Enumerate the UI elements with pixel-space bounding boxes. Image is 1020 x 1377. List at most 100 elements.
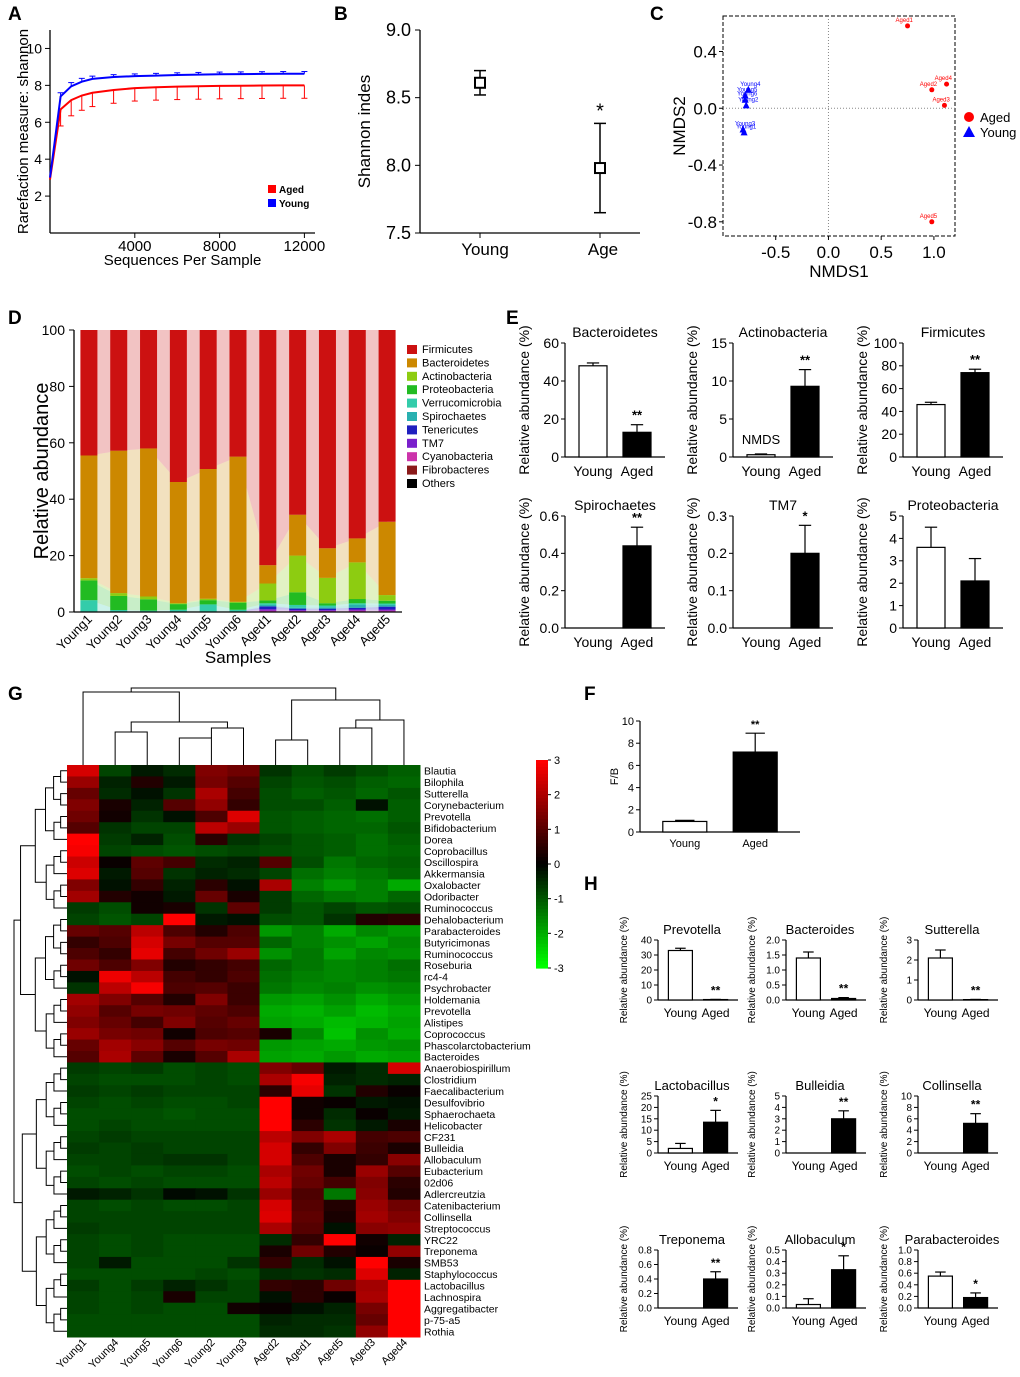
dendrogram-branch <box>20 845 36 996</box>
heatmap-cell <box>387 1108 421 1121</box>
row-label: Bifidobacterium <box>424 823 497 835</box>
subplot-title: Spirochaetes <box>574 497 656 513</box>
heatmap-cell <box>291 936 325 949</box>
bar-aged <box>622 545 652 629</box>
x-tick-label: Young <box>924 1314 958 1328</box>
y-tick-label: 0 <box>628 827 634 839</box>
heatmap-cell <box>323 867 357 880</box>
stack-segment-bacteroidetes <box>378 521 396 596</box>
heatmap-cell <box>99 1073 132 1086</box>
point-aged <box>941 102 947 108</box>
heatmap-cell <box>323 1211 357 1224</box>
stack-segment-verrucomicrobia <box>199 604 217 612</box>
heatmap-cell <box>99 902 132 915</box>
column-label: Young1 <box>55 1337 90 1372</box>
row-label: Prevotella <box>424 811 471 823</box>
heatmap-cell <box>323 787 357 800</box>
heatmap-cell <box>163 1142 196 1155</box>
heatmap-cell <box>259 1211 293 1224</box>
heatmap-cell <box>291 1268 325 1281</box>
stack-segment-spirochaetes <box>318 607 336 609</box>
stack-segment-proteobacteria <box>140 599 158 611</box>
stack-segment-proteobacteria <box>169 604 187 610</box>
x-tick-label: Aged <box>962 1006 990 1020</box>
heatmap-cell <box>323 890 357 903</box>
heatmap-cell <box>131 1051 164 1063</box>
y-tick-label: 0.4 <box>898 1280 912 1291</box>
dendrogram-branch <box>60 1273 67 1287</box>
heatmap-cell <box>387 1028 421 1041</box>
heatmap-cell <box>67 1279 100 1292</box>
row-label: Prevotella <box>424 1006 471 1018</box>
subplot-title: Actinobacteria <box>739 324 828 340</box>
dendrogram-branch <box>130 687 337 700</box>
x-tick-label: Aged4 <box>326 612 363 649</box>
x-tick-label: Aged <box>962 1314 990 1328</box>
dendrogram-branch <box>45 936 54 980</box>
x-tick-label: Aged <box>702 1314 730 1328</box>
heatmap-cell <box>67 1108 100 1121</box>
heatmap-cell <box>355 1199 389 1212</box>
heatmap-cell <box>99 765 132 777</box>
x-tick-label: Young <box>664 1314 698 1328</box>
heatmap-cell <box>227 1279 261 1292</box>
heatmap-cell <box>291 913 325 926</box>
row-label: Blautia <box>424 766 456 778</box>
color-scale-step <box>536 832 548 837</box>
row-label: Psychrobacter <box>424 983 492 995</box>
heatmap-cell <box>67 879 100 892</box>
heatmap-cell <box>227 1314 261 1327</box>
color-scale-step <box>536 895 548 900</box>
color-scale-step <box>536 791 548 796</box>
heatmap-cell <box>195 890 228 903</box>
dendrogram-branch <box>60 1067 67 1081</box>
scale-tick-label: 3 <box>554 755 560 767</box>
heatmap-cell <box>163 993 196 1006</box>
bar-aged <box>790 552 820 629</box>
heatmap-cell <box>195 1199 228 1212</box>
stack-segment-tm7 <box>378 609 396 611</box>
heatmap-cell <box>163 765 196 777</box>
panel-letter-g: G <box>8 684 23 705</box>
heatmap-cell <box>387 1245 421 1258</box>
heatmap-cell <box>291 867 325 880</box>
stack-segment-tm7 <box>318 610 336 611</box>
bar-young <box>746 454 776 458</box>
row-label: Alistipes <box>424 1017 463 1029</box>
bar-young <box>667 1147 694 1154</box>
heatmap-cell <box>323 776 357 789</box>
heatmap-cell <box>355 925 389 938</box>
heatmap-cell <box>131 1279 164 1292</box>
heatmap-cell <box>67 1234 100 1246</box>
color-scale-step <box>536 815 548 820</box>
heatmap-cell <box>291 1153 325 1166</box>
dendrogram-branch <box>60 1170 67 1184</box>
heatmap-cell <box>163 913 196 926</box>
heatmap-cell <box>259 1153 293 1166</box>
x-tick-label: 0.5 <box>869 243 893 262</box>
heatmap-cell <box>291 902 325 915</box>
heatmap-cell <box>163 833 196 846</box>
heatmap-cell <box>163 902 196 915</box>
heatmap-cell <box>227 799 261 812</box>
heatmap-cell <box>323 1199 357 1212</box>
color-scale-step <box>536 898 548 903</box>
row-label: Aggregatibacter <box>424 1303 499 1315</box>
heatmap-cell <box>259 1268 293 1281</box>
heatmap-cell <box>99 1108 132 1121</box>
y-tick-label: 1 <box>889 598 897 614</box>
column-label: Young6 <box>151 1337 186 1372</box>
heatmap-cell <box>195 1268 228 1281</box>
color-scale-step <box>536 940 548 945</box>
heatmap-cell <box>323 1279 357 1292</box>
row-label: Bilophila <box>424 777 464 789</box>
heatmap-cell <box>163 890 196 903</box>
stack-segment-bacteroidetes <box>199 469 217 599</box>
heatmap-cell <box>163 1176 196 1189</box>
point-label: Aged1 <box>896 18 914 24</box>
y-tick-label: 10 <box>622 716 634 728</box>
mean-marker <box>594 162 606 175</box>
heatmap-cell <box>323 1188 357 1201</box>
color-scale-step <box>536 933 548 938</box>
heatmap-cell <box>259 982 293 995</box>
